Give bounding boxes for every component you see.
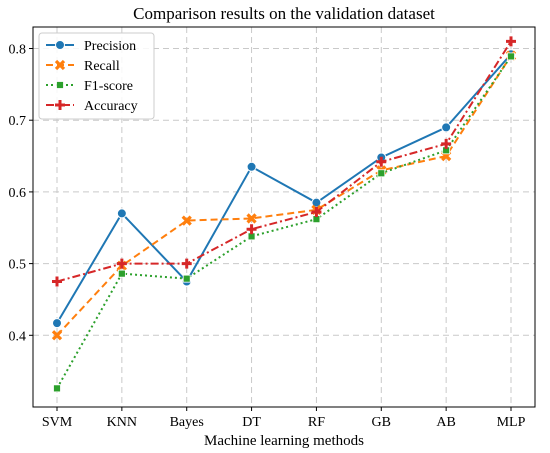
data-point bbox=[507, 52, 515, 61]
data-point bbox=[182, 274, 191, 283]
legend-marker bbox=[55, 40, 65, 50]
legend: Precision Recall F1-score Accuracy bbox=[38, 32, 155, 120]
legend-label: Precision bbox=[84, 39, 136, 54]
data-point bbox=[441, 122, 452, 133]
data-point bbox=[52, 318, 62, 329]
data-point bbox=[246, 161, 257, 172]
legend-label: Accuracy bbox=[84, 99, 138, 114]
x-tick-label: DT bbox=[242, 415, 261, 430]
legend-label: Recall bbox=[84, 59, 120, 74]
y-tick-label: 0.4 bbox=[9, 329, 27, 344]
legend-box bbox=[38, 32, 155, 120]
axis-ticks: SVM KNN Bayes DT RF GB AB MLP 0.4 0.5 0.6 0.7 0.8 bbox=[9, 43, 526, 430]
data-point bbox=[51, 330, 63, 341]
y-tick-label: 0.7 bbox=[9, 114, 27, 129]
data-point bbox=[506, 36, 516, 47]
data-point bbox=[52, 276, 62, 287]
legend-entry: Accuracy bbox=[46, 99, 138, 114]
chart-title: Comparison results on the validation dat… bbox=[133, 4, 435, 23]
data-point bbox=[377, 169, 386, 178]
x-tick-label: SVM bbox=[42, 415, 73, 430]
data-point bbox=[116, 208, 127, 219]
x-tick-label: KNN bbox=[107, 415, 137, 430]
y-tick-label: 0.6 bbox=[9, 186, 27, 201]
legend-marker bbox=[54, 59, 66, 71]
x-tick-label: RF bbox=[308, 415, 325, 430]
data-point bbox=[376, 156, 387, 167]
plot-frame bbox=[32, 26, 536, 408]
data-point bbox=[117, 269, 126, 278]
series-precision bbox=[52, 49, 516, 329]
data-point bbox=[116, 258, 127, 269]
data-point bbox=[246, 213, 257, 224]
series-layer bbox=[51, 36, 517, 393]
data-point bbox=[441, 138, 452, 149]
legend-marker bbox=[56, 81, 64, 89]
legend-entry: Precision bbox=[46, 39, 136, 54]
data-point bbox=[181, 215, 192, 226]
data-point bbox=[181, 258, 192, 269]
x-tick-label: GB bbox=[372, 415, 391, 430]
series-line bbox=[56, 55, 512, 336]
data-point bbox=[53, 384, 61, 393]
x-tick-label: Bayes bbox=[170, 415, 204, 430]
x-tick-label: AB bbox=[436, 415, 455, 430]
data-point bbox=[311, 206, 322, 217]
y-tick-label: 0.5 bbox=[9, 258, 27, 273]
series-line bbox=[56, 53, 512, 324]
y-tick-label: 0.8 bbox=[9, 43, 27, 58]
x-axis-label: Machine learning methods bbox=[204, 433, 364, 449]
data-point bbox=[246, 224, 257, 235]
legend-marker bbox=[55, 100, 65, 110]
series-accuracy bbox=[52, 36, 516, 287]
legend-label: F1-score bbox=[84, 79, 133, 94]
x-tick-label: MLP bbox=[497, 415, 526, 430]
legend-entry: F1-score bbox=[46, 79, 133, 94]
legend-entry: Recall bbox=[46, 59, 120, 74]
